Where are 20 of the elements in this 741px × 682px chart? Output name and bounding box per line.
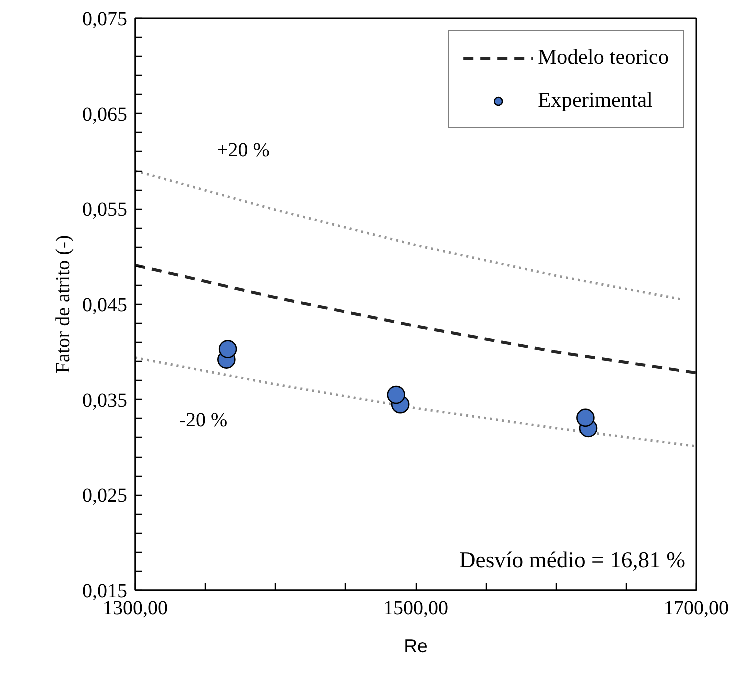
point <box>218 340 238 358</box>
annotation: +20 % <box>217 140 270 162</box>
y-tick-label: 0,035 <box>82 390 128 412</box>
legend-label: Experimental <box>538 88 653 113</box>
point <box>576 408 595 428</box>
x-tick-label: 1500,00 <box>384 598 448 620</box>
y-tick-label: 0,075 <box>82 8 128 30</box>
legend-label: Modelo teorico <box>538 45 669 70</box>
y-tick-label: 0,065 <box>82 104 128 126</box>
y-tick-label: 0,025 <box>82 485 128 508</box>
x-axis-title: Re <box>404 636 428 656</box>
y-tick-label: 0,045 <box>82 294 128 316</box>
y-axis-title: Fator de atrito (-) <box>52 235 74 374</box>
y-tick-label: 0,055 <box>82 199 128 222</box>
x-tick-label: 1700,00 <box>664 598 729 620</box>
point <box>387 386 406 404</box>
annotation: -20 % <box>179 410 228 432</box>
line-series <box>136 264 696 375</box>
line-series <box>136 356 696 448</box>
annotation: Desvío médio = 16,81 % <box>459 548 686 572</box>
